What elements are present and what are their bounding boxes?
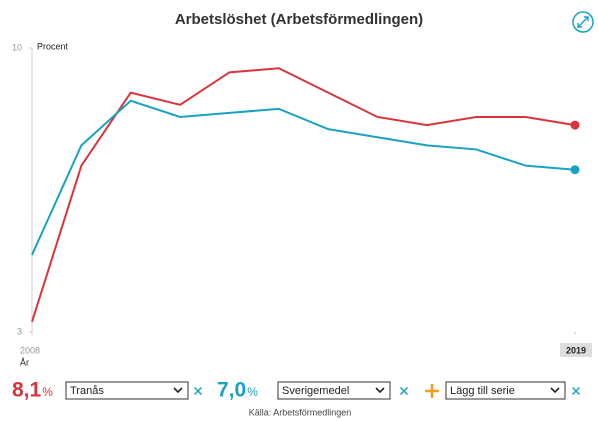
select-text: Tranås — [70, 385, 104, 397]
y-tick-label: 3 — [17, 326, 22, 336]
remove-button[interactable] — [399, 386, 409, 396]
series-select[interactable]: Sverigemedel — [277, 381, 391, 400]
select-box — [65, 381, 189, 400]
add-icon — [425, 384, 439, 398]
y-axis-label: Procent — [37, 41, 69, 51]
unit: % — [247, 385, 258, 399]
select-box — [445, 381, 566, 400]
x-tick-label: 2019 — [566, 345, 586, 355]
series-select[interactable]: Tranås — [65, 381, 189, 400]
x-tick-highlight — [560, 343, 592, 357]
series-select[interactable]: Lägg till serie — [445, 381, 566, 400]
series-line — [31, 67, 576, 323]
select-arrow — [550, 387, 560, 394]
select-text: Lägg till serie — [450, 385, 515, 397]
remove-button[interactable] — [193, 386, 203, 396]
source: Källa: Arbetsförmedlingen — [249, 407, 352, 417]
current-value: 8,1 — [12, 379, 42, 402]
select-box — [277, 381, 391, 400]
x-axis-label: År — [20, 357, 29, 367]
end-point — [570, 165, 580, 175]
current-value: 7,0 — [217, 379, 246, 402]
unit: % — [42, 385, 53, 399]
select-text: Sverigemedel — [282, 385, 349, 397]
chart-title: Arbetslöshet (Arbetsförmedlingen) — [175, 11, 423, 28]
series-line — [31, 99, 576, 256]
y-tick-label: 10 — [12, 42, 22, 52]
expand-button[interactable] — [572, 11, 594, 33]
select-arrow — [173, 387, 183, 394]
x-tick-label: 2008 — [20, 345, 40, 355]
end-point — [570, 120, 580, 130]
select-arrow — [375, 387, 385, 394]
remove-button[interactable] — [571, 386, 581, 396]
